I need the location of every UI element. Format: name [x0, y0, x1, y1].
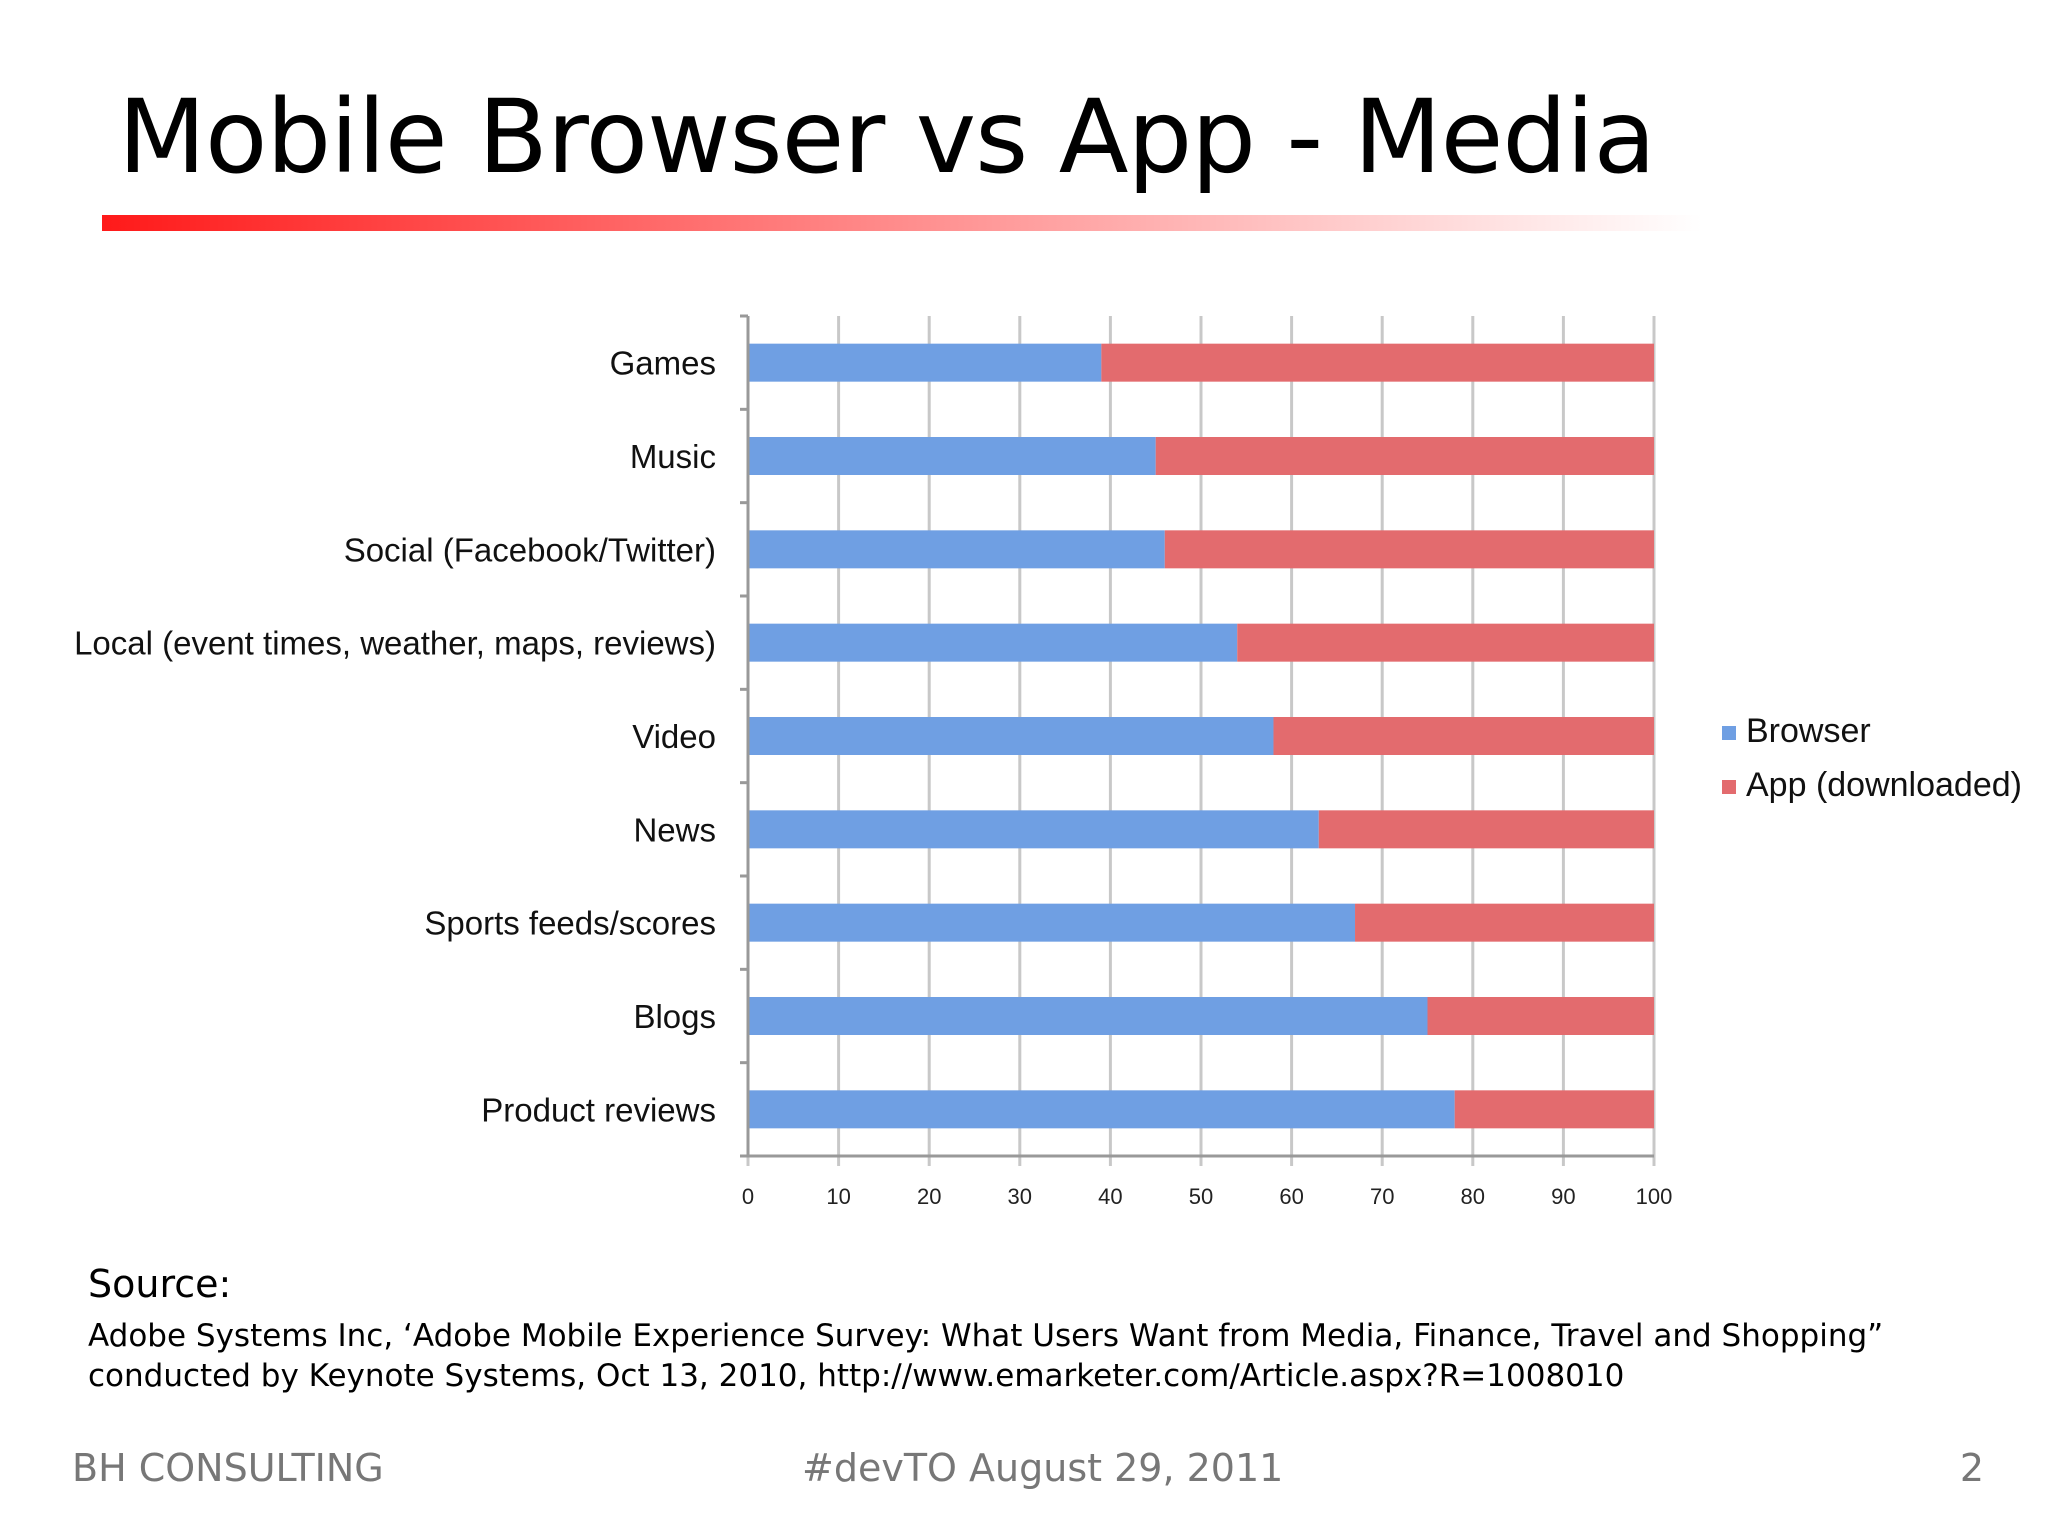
bar-app: [1155, 437, 1654, 475]
bars: [748, 343, 1654, 1129]
category-label: Video: [632, 718, 716, 755]
axes: [740, 314, 1654, 1158]
legend: Browser App (downloaded): [1722, 712, 2022, 804]
bar-browser: [748, 1090, 1455, 1129]
bar-chart: Games Music Social (Facebook/Twitter) Local…: [74, 314, 2022, 1209]
bar-browser: [748, 810, 1319, 849]
bar-browser: [748, 530, 1165, 569]
source-citation-line-1: Adobe Systems Inc, ‘Adobe Mobile Experie…: [88, 1318, 1884, 1354]
bar-browser: [748, 623, 1238, 662]
legend-label: App (downloaded): [1746, 766, 2022, 804]
bar-app: [1164, 530, 1654, 569]
category-label: News: [633, 811, 716, 848]
bar-app: [1273, 717, 1654, 755]
slide-title: Mobile Browser vs App - Media: [118, 78, 1656, 197]
category-label: Local (event times, weather, maps, revie…: [74, 625, 716, 662]
x-tick-label: 80: [1461, 1184, 1485, 1209]
footer-company: BH CONSULTING: [72, 1446, 384, 1490]
category-label: Social (Facebook/Twitter): [344, 531, 716, 568]
legend-swatch: [1722, 780, 1736, 794]
source-citation-line-2: conducted by Keynote Systems, Oct 13, 20…: [88, 1358, 1625, 1394]
page-number: 2: [1959, 1446, 1984, 1490]
category-label: Blogs: [633, 998, 716, 1035]
bar-app: [1454, 1090, 1654, 1129]
x-tick-label: 100: [1636, 1184, 1673, 1209]
bar-app: [1237, 623, 1654, 662]
x-tick-label: 50: [1189, 1184, 1213, 1209]
x-tick-label: 40: [1098, 1184, 1122, 1209]
category-labels: Games Music Social (Facebook/Twitter) Local…: [74, 345, 716, 1129]
legend-swatch: [1722, 726, 1736, 740]
bar-app: [1355, 903, 1654, 942]
category-label: Product reviews: [481, 1091, 716, 1128]
x-tick-label: 60: [1279, 1184, 1303, 1209]
x-tick-label: 70: [1370, 1184, 1394, 1209]
bar-browser: [748, 437, 1156, 475]
bar-app: [1427, 997, 1654, 1035]
category-label: Games: [610, 345, 716, 382]
footer-event-date: #devTO August 29, 2011: [802, 1446, 1284, 1490]
category-label: Music: [630, 438, 716, 475]
source-heading: Source:: [88, 1262, 232, 1306]
x-tick-label: 30: [1008, 1184, 1032, 1209]
x-tick-label: 90: [1551, 1184, 1575, 1209]
x-tick-label: 0: [742, 1184, 754, 1209]
bar-browser: [748, 997, 1428, 1035]
bar-browser: [748, 717, 1274, 755]
category-label: Sports feeds/scores: [424, 905, 716, 942]
x-tick-labels: 0 10 20 30 40 50 60 70 80 90 100: [742, 1184, 1672, 1209]
x-tick-label: 20: [917, 1184, 941, 1209]
x-tick-label: 10: [826, 1184, 850, 1209]
bar-browser: [748, 903, 1356, 942]
bar-app: [1101, 343, 1654, 382]
bar-app: [1318, 810, 1654, 849]
title-rule: [102, 215, 1702, 231]
legend-label: Browser: [1746, 712, 1871, 750]
bar-browser: [748, 343, 1102, 382]
